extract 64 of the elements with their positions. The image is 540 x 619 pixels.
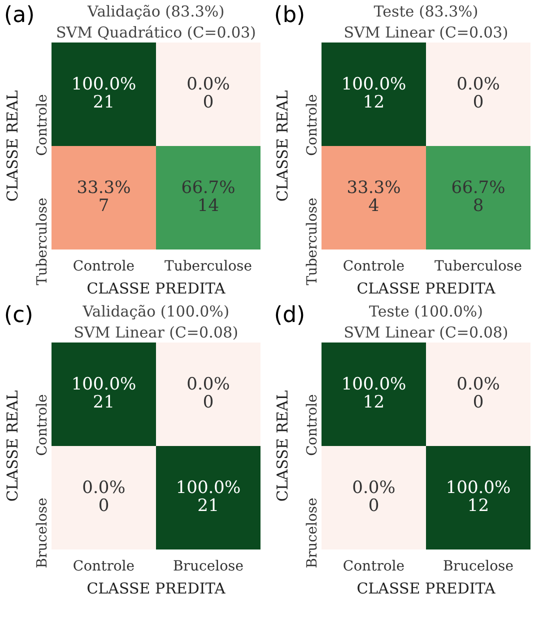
y-axis-title: CLASSE REAL bbox=[274, 390, 292, 502]
data-label: 0.0% bbox=[186, 374, 230, 394]
chart-title: Validação (100.0%) bbox=[82, 302, 230, 320]
annotation: 21 bbox=[92, 92, 115, 112]
annotation: 12 bbox=[362, 92, 385, 112]
chart-subtitle: SVM Linear (C=0.03) bbox=[344, 24, 508, 42]
x-axis-title: CLASSE PREDITA bbox=[356, 580, 496, 598]
annotation: 12 bbox=[362, 392, 385, 412]
data-label: 100.0% bbox=[71, 74, 136, 94]
x-tick-label: Brucelose bbox=[173, 558, 244, 574]
x-tick-label: Controle bbox=[72, 258, 135, 274]
text: (a) bbox=[4, 2, 35, 30]
x-axis-title: CLASSE PREDITA bbox=[86, 580, 226, 598]
x-axis-title: CLASSE PREDITA bbox=[86, 280, 226, 298]
annotation: 21 bbox=[92, 392, 115, 412]
text: (d) bbox=[274, 302, 306, 330]
data-label: 100.0% bbox=[71, 374, 136, 394]
data-label: 0.0% bbox=[82, 478, 126, 498]
chart-title: Validação (83.3%) bbox=[86, 2, 225, 20]
annotation: 8 bbox=[472, 196, 484, 216]
annotation: 14 bbox=[197, 196, 220, 216]
y-tick-label: Controle bbox=[304, 94, 320, 156]
chart-title: Teste (83.3%) bbox=[374, 2, 478, 20]
data-label: 66.7% bbox=[451, 178, 506, 198]
data-label: 33.3% bbox=[76, 178, 131, 198]
data-label: 100.0% bbox=[341, 374, 406, 394]
x-tick-label: Controle bbox=[72, 558, 135, 574]
data-label: 0.0% bbox=[456, 374, 500, 394]
chart-subtitle: SVM Quadrático (C=0.03) bbox=[56, 24, 256, 42]
annotation: 0 bbox=[202, 92, 214, 112]
y-axis-title: CLASSE REAL bbox=[274, 90, 292, 202]
annotation: 0 bbox=[202, 392, 214, 412]
text: (b) bbox=[274, 2, 306, 30]
y-axis-title: CLASSE REAL bbox=[4, 90, 22, 202]
data-label: 100.0% bbox=[341, 74, 406, 94]
annotation: 0 bbox=[472, 392, 484, 412]
x-tick-label: Controle bbox=[342, 258, 405, 274]
x-tick-label: Brucelose bbox=[443, 558, 514, 574]
chart-subtitle: SVM Linear (C=0.08) bbox=[74, 324, 238, 342]
y-tick-label: Controle bbox=[304, 394, 320, 456]
x-tick-label: Tuberculose bbox=[434, 258, 522, 274]
chart-subtitle: SVM Linear (C=0.08) bbox=[344, 324, 508, 342]
annotation: 0 bbox=[368, 496, 380, 516]
x-tick-label: Controle bbox=[342, 558, 405, 574]
data-label: 0.0% bbox=[186, 74, 230, 94]
y-axis-title: CLASSE REAL bbox=[4, 390, 22, 502]
data-label: 66.7% bbox=[181, 178, 236, 198]
annotation: 0 bbox=[98, 496, 110, 516]
y-tick-label: Controle bbox=[34, 94, 50, 156]
chart-title: Teste (100.0%) bbox=[369, 302, 484, 320]
annotation: 7 bbox=[98, 196, 110, 216]
annotation: 21 bbox=[197, 496, 220, 516]
data-label: 100.0% bbox=[176, 478, 241, 498]
annotation: 12 bbox=[467, 496, 490, 516]
annotation: 4 bbox=[368, 196, 380, 216]
data-label: 0.0% bbox=[456, 74, 500, 94]
data-label: 100.0% bbox=[446, 478, 511, 498]
data-label: 0.0% bbox=[352, 478, 396, 498]
text: (c) bbox=[4, 302, 34, 330]
y-tick-label: Controle bbox=[34, 394, 50, 456]
x-axis-title: CLASSE PREDITA bbox=[356, 280, 496, 298]
annotation: 0 bbox=[472, 92, 484, 112]
data-label: 33.3% bbox=[346, 178, 401, 198]
x-tick-label: Tuberculose bbox=[164, 258, 252, 274]
